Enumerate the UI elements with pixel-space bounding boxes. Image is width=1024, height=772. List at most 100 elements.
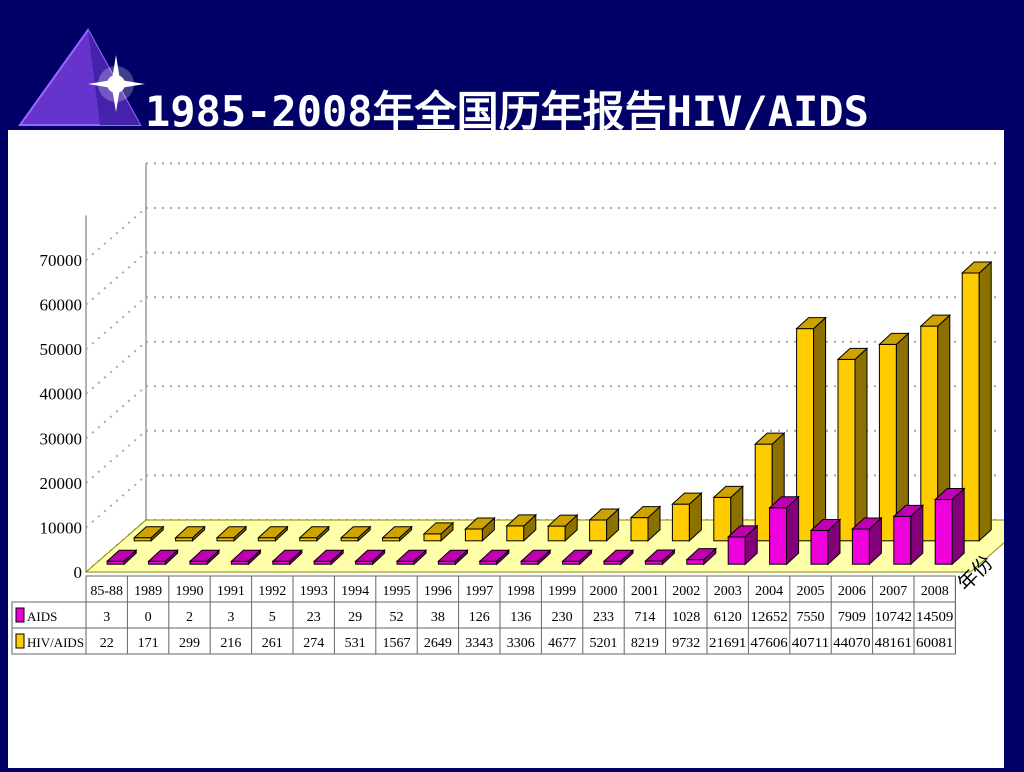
table-cell-value: 38 — [431, 610, 445, 625]
bar-aids — [147, 549, 179, 566]
bar-top-face — [271, 549, 304, 562]
bar-top-face — [919, 314, 952, 327]
bar-top-face — [354, 549, 386, 562]
table-cell-value: 2 — [186, 610, 193, 625]
bar-front-face — [547, 525, 566, 542]
bar-front-face — [934, 499, 953, 565]
bar-top-face — [602, 549, 635, 562]
table-cell-value: 0 — [145, 610, 152, 625]
bar-top-face — [671, 492, 703, 505]
chart-panel: 0 10000 20000 30000 40000 50000 60000 70000 年份 85… — [8, 130, 1024, 768]
bar-aids — [602, 549, 635, 566]
bar-front-face — [851, 528, 870, 565]
table-cell-value: 274 — [303, 636, 324, 651]
bar-top-face — [147, 549, 179, 562]
table-category-label: 2008 — [921, 584, 949, 599]
bar-top-face — [230, 549, 262, 562]
bar-aids — [437, 549, 469, 566]
bar-top-face — [339, 526, 372, 539]
bar-chart-3d: 010000200003000040000500006000070000年份85… — [11, 162, 1024, 655]
bar-hiv-aids — [174, 525, 206, 542]
table-category-label: 2002 — [672, 584, 700, 599]
y-tick-label: 10000 — [40, 518, 83, 537]
table-cell-value: 3306 — [507, 636, 535, 651]
bar-hiv-aids — [671, 492, 703, 542]
bar-aids — [230, 549, 262, 566]
legend-swatch — [15, 607, 25, 623]
gridline-side — [85, 251, 147, 306]
table-cell-value: 47606 — [750, 636, 787, 651]
bar-top-face — [933, 488, 966, 501]
bar-hiv-aids — [919, 314, 952, 542]
bar-hiv-aids — [960, 260, 993, 542]
y-tick-label: 0 — [74, 563, 83, 582]
bar-top-face — [878, 332, 910, 345]
table-category-label: 1996 — [424, 584, 452, 599]
bar-side-face — [786, 495, 800, 566]
bar-aids — [726, 524, 759, 566]
bar-top-face — [753, 432, 786, 445]
table-cell-value: 230 — [552, 610, 573, 625]
gridline-side — [85, 385, 147, 440]
bar-top-face — [478, 549, 511, 562]
table-category-label: 85-88 — [90, 584, 123, 599]
table-cell-value: 171 — [138, 636, 159, 651]
table-category-label: 1998 — [507, 584, 535, 599]
bar-aids — [395, 549, 428, 566]
bar-aids — [685, 547, 718, 566]
table-cell-value: 22 — [100, 636, 114, 651]
bar-hiv-aids — [795, 316, 827, 542]
bar-side-face — [813, 316, 827, 542]
table-cell-value: 21691 — [709, 636, 746, 651]
bar-top-face — [188, 549, 221, 562]
bar-front-face — [686, 559, 705, 565]
legend-swatch — [15, 633, 25, 649]
gridline-side — [85, 430, 147, 484]
bar-top-face — [298, 526, 331, 539]
table-category-label: 1991 — [217, 584, 245, 599]
table-cell-value: 216 — [220, 636, 241, 651]
y-tick-label: 50000 — [40, 340, 83, 359]
bar-hiv-aids — [546, 513, 579, 542]
bar-aids — [561, 549, 593, 566]
bar-front-face — [464, 528, 483, 542]
bar-top-face — [836, 347, 869, 360]
bar-top-face — [312, 549, 345, 562]
table-cell-value: 4677 — [548, 636, 576, 651]
bar-hiv-aids — [298, 525, 331, 542]
bar-top-face — [795, 317, 827, 330]
bar-aids — [312, 549, 345, 566]
table-cell-value: 44070 — [833, 636, 870, 651]
y-tick-label: 60000 — [40, 296, 83, 315]
table-row — [11, 627, 956, 655]
table-category-label: 1995 — [383, 584, 411, 599]
table-category-label: 2007 — [879, 584, 907, 599]
bar-aids — [768, 495, 800, 566]
bar-side-face — [951, 487, 965, 566]
bar-top-face — [588, 508, 620, 521]
bar-aids — [892, 504, 925, 566]
bar-aids — [271, 549, 304, 566]
bar-front-face — [630, 517, 649, 542]
bar-top-face — [505, 514, 538, 527]
bar-top-face — [892, 504, 925, 517]
bar-front-face — [589, 519, 608, 542]
table-cell-value: 29 — [348, 610, 362, 625]
bar-top-face — [519, 549, 552, 562]
bar-top-face — [395, 549, 428, 562]
bar-aids — [188, 549, 221, 566]
table-cell-value: 3 — [227, 610, 234, 625]
page-title: 1985-2008年全国历年报告HIV/AIDS — [145, 87, 869, 136]
bar-hiv-aids — [422, 521, 455, 542]
bar-hiv-aids — [464, 516, 496, 542]
bar-hiv-aids — [629, 505, 662, 542]
y-tick-label: 40000 — [40, 385, 83, 404]
table-cell-value: 48161 — [875, 636, 912, 651]
legend-series-name: HIV/AIDS — [27, 635, 84, 650]
bar-top-face — [546, 514, 579, 527]
gridline-side — [85, 207, 147, 261]
bar-aids — [933, 487, 966, 566]
bar-hiv-aids — [381, 525, 413, 542]
bar-top-face — [381, 526, 413, 539]
table-category-label: 1993 — [300, 584, 328, 599]
